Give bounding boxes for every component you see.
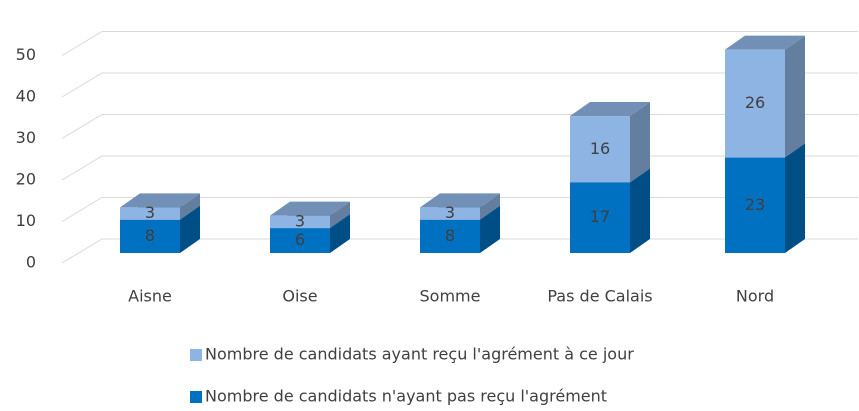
legend-swatch	[190, 349, 202, 361]
y-tick-label: 50	[16, 45, 36, 64]
value-label: 23	[745, 195, 765, 214]
bar-front	[120, 219, 180, 253]
bar-front	[420, 219, 480, 253]
y-tick-label: 10	[16, 211, 36, 230]
bar-side	[785, 35, 805, 158]
bar-top	[420, 193, 500, 208]
bar-front	[270, 228, 330, 253]
bar-segment	[120, 193, 200, 220]
bar-front	[570, 116, 630, 183]
bar-front	[725, 49, 785, 158]
value-label: 17	[590, 207, 610, 226]
value-label: 6	[295, 230, 305, 249]
bar-side	[480, 193, 500, 220]
x-tick-label: Nord	[736, 287, 774, 306]
value-label: 8	[145, 226, 155, 245]
grid-line	[61, 31, 858, 56]
legend-label: Nombre de candidats n'ayant pas reçu l'a…	[205, 387, 607, 406]
bar-front	[270, 215, 330, 229]
value-label: 8	[445, 226, 455, 245]
value-label: 3	[145, 203, 155, 222]
bar-side	[180, 193, 200, 220]
bar-front	[420, 207, 480, 220]
bar-side	[630, 102, 650, 183]
bar-top	[120, 193, 200, 208]
x-tick-label: Aisne	[128, 287, 172, 306]
x-tick-label: Pas de Calais	[547, 287, 652, 306]
y-tick-label: 30	[16, 128, 36, 147]
bar-top	[725, 35, 805, 50]
bar-front	[570, 182, 630, 253]
value-label: 26	[745, 93, 765, 112]
bar-front	[120, 207, 180, 220]
y-tick-label: 0	[26, 253, 36, 272]
grid-line	[61, 72, 858, 98]
bar-top	[570, 102, 650, 117]
bar-front	[725, 157, 785, 253]
bar-side	[480, 205, 500, 253]
x-tick-label: Oise	[282, 287, 317, 306]
bar-side	[330, 201, 350, 229]
legend-swatch	[190, 391, 202, 403]
bar-segment	[725, 35, 805, 158]
bar-segment	[570, 102, 650, 183]
bar-side	[330, 214, 350, 253]
bar-top	[270, 201, 350, 216]
value-label: 16	[590, 139, 610, 158]
x-tick-label: Somme	[420, 287, 481, 306]
legend-label: Nombre de candidats ayant reçu l'agrémen…	[205, 345, 634, 364]
bar-side	[785, 143, 805, 253]
value-label: 3	[445, 203, 455, 222]
bar-segment	[420, 193, 500, 220]
bar-side	[180, 205, 200, 253]
y-tick-label: 40	[16, 87, 36, 106]
bar-side	[630, 168, 650, 253]
y-tick-label: 20	[16, 170, 36, 189]
bar-segment	[270, 201, 350, 229]
value-label: 3	[295, 211, 305, 230]
